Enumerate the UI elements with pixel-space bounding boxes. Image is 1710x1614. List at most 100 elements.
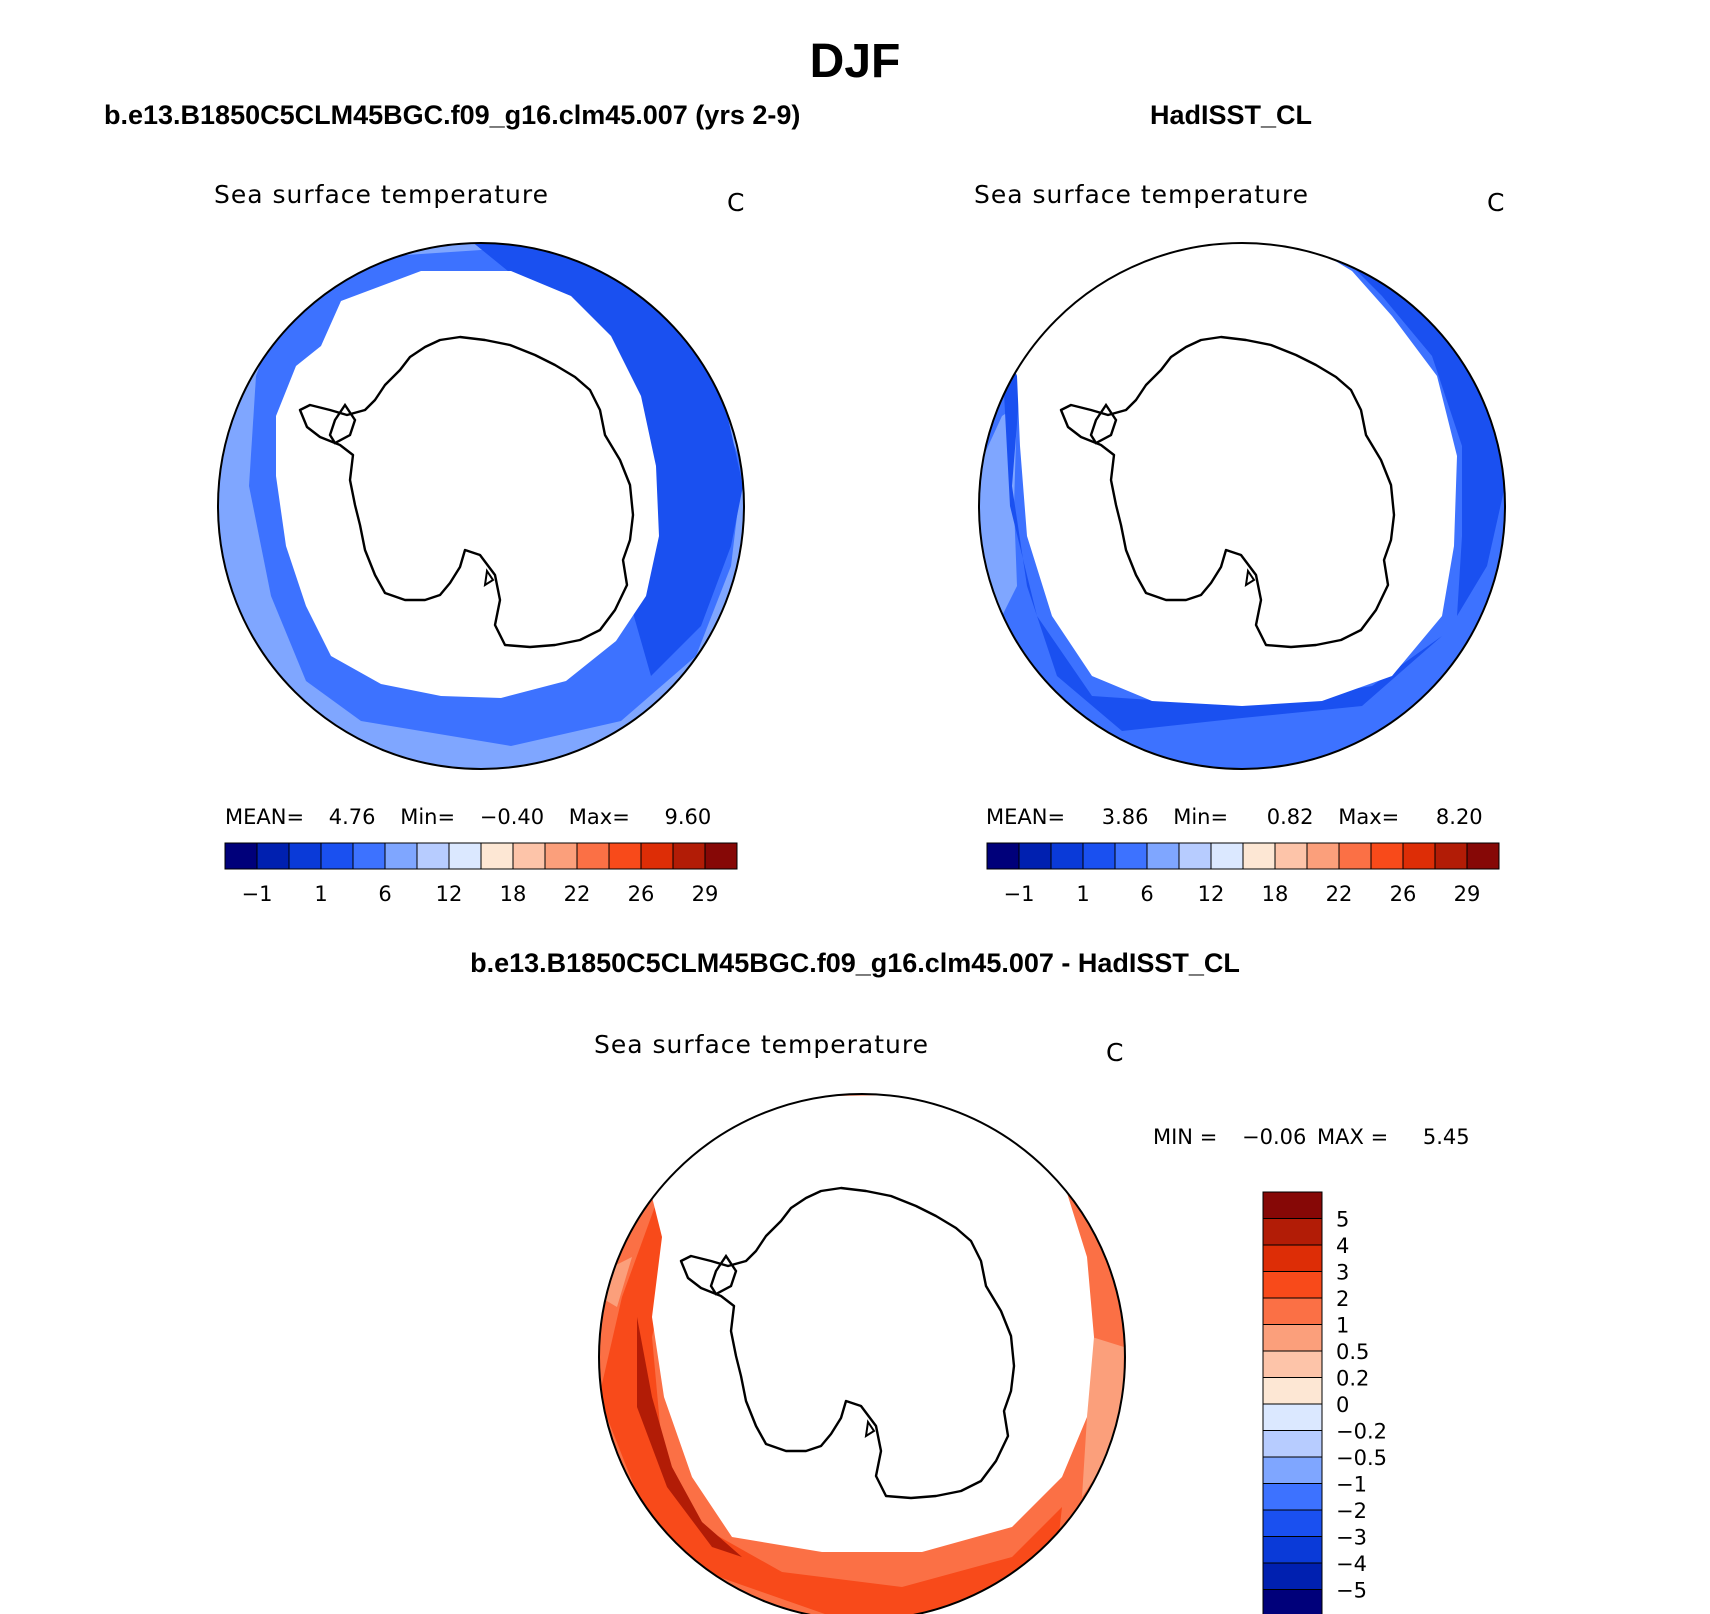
diff-colorbar-swatch [1262,1271,1323,1299]
obs-colorbar-swatch [1242,842,1276,870]
diff-colorbar-tick-label: −0.5 [1336,1446,1387,1470]
diff-colorbar-swatch [1262,1589,1323,1614]
model-colorbar-tick-label: −1 [242,882,273,906]
diff-min-label: MIN = [1153,1125,1218,1149]
obs-colorbar-swatch [986,842,1020,870]
diff-hot-zone [637,1317,742,1557]
diff-colorbar-tick-label: −0.2 [1336,1420,1387,1444]
page-title: DJF [809,35,901,88]
obs-colorbar-tick-label: 18 [1262,882,1289,906]
diff-colorbar-swatch [1262,1430,1323,1458]
model-colorbar-swatch [352,842,386,870]
model-field-label: Sea surface temperature [214,180,549,209]
model-colorbar-swatch [512,842,546,870]
model-colorbar-swatch [448,842,482,870]
model-colorbar-tick-label: 6 [378,882,391,906]
obs-colorbar-swatch [1210,842,1244,870]
diff-colorbar-tick-label: 4 [1336,1234,1349,1258]
model-colorbar-swatch [672,842,706,870]
diff-colorbar-tick-label: 0.2 [1336,1367,1369,1391]
model-colorbar-tick-label: 26 [628,882,655,906]
model-map-boundary [217,242,745,770]
obs-mean-label: MEAN= [986,805,1066,829]
diff-panel-title: b.e13.B1850C5CLM45BGC.f09_g16.clm45.007 … [470,948,1240,978]
obs-colorbar: −1 1 6 12 18 22 26 29 [986,842,1500,906]
model-colorbar-swatch [384,842,418,870]
model-min-label: Min= [400,805,456,829]
model-colorbar-tick-label: 18 [500,882,527,906]
model-max-label: Max= [568,805,630,829]
model-colorbar-swatch [576,842,610,870]
diff-colorbar-swatch [1262,1483,1323,1511]
obs-colorbar-swatch [1050,842,1084,870]
diff-max-value: 5.45 [1422,1125,1470,1149]
diff-colorbar-swatch [1262,1218,1323,1246]
model-colorbar-swatch [320,842,354,870]
diff-field-label: Sea surface temperature [594,1030,929,1059]
diff-colorbar-swatch [1262,1350,1323,1378]
diff-colorbar-tick-label: 1 [1336,1314,1349,1338]
model-colorbar-swatch [544,842,578,870]
obs-stats: MEAN= 3.86 Min= 0.82 Max= 8.20 [986,805,1483,829]
obs-colorbar-swatch [1146,842,1180,870]
obs-mean-value: 3.86 [1101,805,1149,829]
diff-colorbar-tick-label: 3 [1336,1261,1349,1285]
diff-colorbar-tick-label: 0 [1336,1393,1349,1417]
diff-colorbar-swatch [1262,1244,1323,1272]
obs-colorbar-swatch [1466,842,1500,870]
diff-colorbar-swatch [1262,1403,1323,1431]
diff-colorbar-tick-label: 2 [1336,1287,1349,1311]
obs-colorbar-tick-label: −1 [1004,882,1035,906]
model-ice-free-zone [276,271,659,698]
obs-field-label: Sea surface temperature [974,180,1309,209]
obs-colorbar-tick-label: 1 [1076,882,1089,906]
diff-colorbar: 54 32 10.5 0.20 −0.2−0.5 −1−2 −3−4 −5 [1262,1191,1387,1614]
diff-colorbar-tick-label: 0.5 [1336,1340,1369,1364]
model-colorbar-tick-label: 22 [564,882,591,906]
obs-colorbar-swatch [1306,842,1340,870]
obs-panel-title: HadISST_CL [1150,100,1313,130]
obs-min-value: 0.82 [1266,805,1314,829]
obs-colorbar-tick-label: 12 [1198,882,1225,906]
model-colorbar-swatch [608,842,642,870]
model-mean-value: 4.76 [328,805,376,829]
diff-colorbar-tick-label: −2 [1336,1499,1367,1523]
model-stats: MEAN= 4.76 Min= −0.40 Max= 9.60 [225,805,711,829]
obs-colorbar-tick-label: 22 [1326,882,1353,906]
obs-colorbar-tick-label: 26 [1390,882,1417,906]
model-colorbar-tick-label: 29 [692,882,719,906]
diff-colorbar-swatch [1262,1536,1323,1564]
diff-colorbar-tick-label: 5 [1336,1208,1349,1232]
model-colorbar-swatch [704,842,738,870]
model-min-value: −0.40 [479,805,545,829]
diff-colorbar-swatch [1262,1191,1323,1219]
obs-colorbar-swatch [1338,842,1372,870]
diff-min-value: −0.06 [1241,1125,1307,1149]
diff-colorbar-tick-label: −4 [1336,1552,1367,1576]
obs-colorbar-swatch [1082,842,1116,870]
obs-max-label: Max= [1338,805,1400,829]
obs-ice-free-zone [1002,243,1457,706]
model-colorbar-swatch [256,842,290,870]
model-max-value: 9.60 [664,805,712,829]
diff-colorbar-tick-label: −5 [1336,1579,1367,1603]
diff-colorbar-tick-label: −3 [1336,1526,1367,1550]
obs-map-boundary [978,242,1506,770]
model-colorbar-tick-label: 1 [314,882,327,906]
diff-colorbar-swatch [1262,1509,1323,1537]
obs-colorbar-swatch [1370,842,1404,870]
obs-map [978,242,1506,770]
diff-colorbar-swatch [1262,1377,1323,1405]
model-map [217,242,745,770]
model-units-label: C [727,188,746,217]
obs-colorbar-swatch [1178,842,1212,870]
diff-colorbar-swatch [1262,1562,1323,1590]
diff-colorbar-swatch [1262,1456,1323,1484]
diff-colorbar-swatch [1262,1324,1323,1352]
model-colorbar-tick-label: 12 [436,882,463,906]
obs-min-label: Min= [1173,805,1229,829]
model-colorbar-swatch [640,842,674,870]
obs-max-value: 8.20 [1435,805,1483,829]
diff-ice-free-zone [647,1095,1094,1552]
model-colorbar-swatch [288,842,322,870]
